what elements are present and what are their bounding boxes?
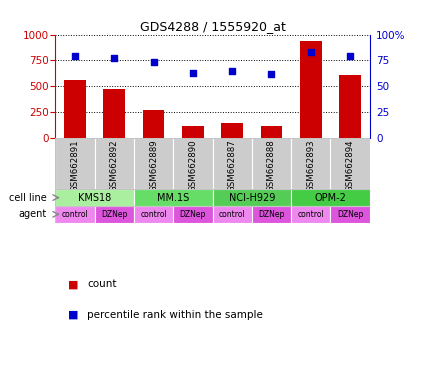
Bar bbox=[182, 126, 204, 137]
Bar bbox=[134, 137, 173, 189]
Bar bbox=[173, 206, 212, 223]
Point bbox=[111, 55, 118, 61]
Bar bbox=[103, 89, 125, 137]
Bar bbox=[94, 206, 134, 223]
Text: GSM662893: GSM662893 bbox=[306, 140, 315, 192]
Bar bbox=[55, 137, 94, 189]
Text: GSM662890: GSM662890 bbox=[188, 140, 197, 192]
Text: GSM662888: GSM662888 bbox=[267, 140, 276, 192]
Bar bbox=[261, 126, 282, 137]
Text: OPM-2: OPM-2 bbox=[314, 193, 346, 203]
Point bbox=[347, 53, 354, 59]
Bar bbox=[291, 206, 331, 223]
Bar bbox=[134, 189, 212, 206]
Bar bbox=[55, 189, 134, 206]
Bar bbox=[173, 137, 212, 189]
Text: DZNep: DZNep bbox=[101, 210, 128, 219]
Text: DZNep: DZNep bbox=[180, 210, 206, 219]
Text: agent: agent bbox=[19, 209, 47, 219]
Text: DZNep: DZNep bbox=[258, 210, 285, 219]
Text: MM.1S: MM.1S bbox=[157, 193, 189, 203]
Text: percentile rank within the sample: percentile rank within the sample bbox=[87, 310, 263, 320]
Bar bbox=[212, 189, 291, 206]
Point bbox=[307, 49, 314, 55]
Text: NCI-H929: NCI-H929 bbox=[229, 193, 275, 203]
Point bbox=[150, 59, 157, 65]
Text: GSM662894: GSM662894 bbox=[346, 140, 354, 192]
Bar bbox=[64, 80, 86, 137]
Text: GSM662889: GSM662889 bbox=[149, 140, 158, 192]
Point bbox=[190, 70, 196, 76]
Bar bbox=[212, 137, 252, 189]
Point bbox=[71, 53, 78, 59]
Bar bbox=[331, 206, 370, 223]
Bar bbox=[94, 137, 134, 189]
Bar bbox=[291, 189, 370, 206]
Bar bbox=[212, 206, 252, 223]
Bar bbox=[339, 75, 361, 137]
Title: GDS4288 / 1555920_at: GDS4288 / 1555920_at bbox=[139, 20, 286, 33]
Bar bbox=[55, 206, 94, 223]
Bar bbox=[134, 206, 173, 223]
Text: control: control bbox=[62, 210, 88, 219]
Bar bbox=[252, 206, 291, 223]
Text: ■: ■ bbox=[68, 279, 79, 289]
Text: GSM662891: GSM662891 bbox=[71, 140, 79, 192]
Bar bbox=[221, 123, 243, 137]
Bar bbox=[300, 41, 322, 137]
Text: count: count bbox=[87, 279, 116, 289]
Point bbox=[268, 71, 275, 77]
Text: cell line: cell line bbox=[9, 193, 47, 203]
Bar bbox=[291, 137, 331, 189]
Text: GSM662892: GSM662892 bbox=[110, 140, 119, 192]
Text: ■: ■ bbox=[68, 310, 79, 320]
Text: control: control bbox=[140, 210, 167, 219]
Bar bbox=[331, 137, 370, 189]
Text: DZNep: DZNep bbox=[337, 210, 363, 219]
Text: GSM662887: GSM662887 bbox=[228, 140, 237, 192]
Text: control: control bbox=[298, 210, 324, 219]
Bar bbox=[143, 110, 164, 137]
Text: KMS18: KMS18 bbox=[78, 193, 111, 203]
Text: control: control bbox=[219, 210, 246, 219]
Point bbox=[229, 68, 235, 74]
Bar bbox=[252, 137, 291, 189]
